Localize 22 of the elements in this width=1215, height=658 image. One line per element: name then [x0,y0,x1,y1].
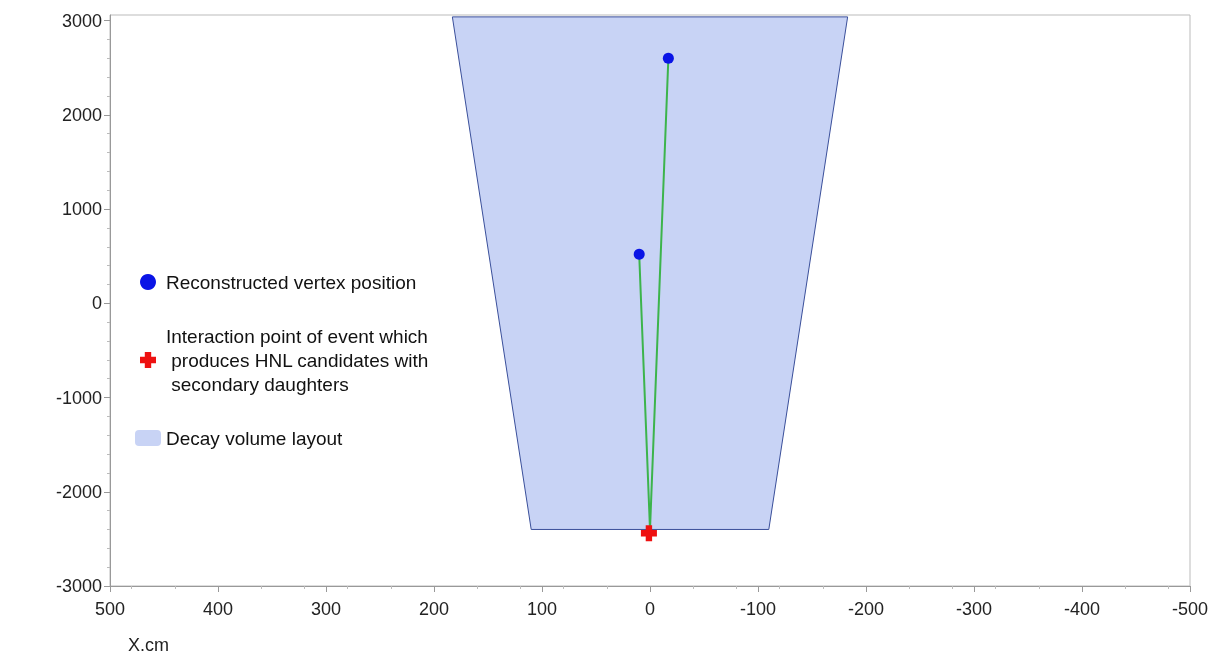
legend-label: Decay volume layout [166,427,344,449]
x-tick-label: 200 [418,599,450,619]
y-tick-label: -3000 [55,576,102,596]
x-tick-label: -100 [739,599,777,619]
y-tick-label: 2000 [61,104,102,125]
x-axis-title: X.cm [128,635,170,655]
x-tick-label: 300 [310,599,342,619]
y-tick-label: 3000 [61,10,102,31]
y-tick-label: -1000 [55,387,102,408]
x-tick-label: 100 [526,599,558,619]
y-tick-label: 1000 [61,199,102,220]
x-tick-label: 0 [644,599,656,619]
y-tick-label: -2000 [55,481,102,502]
x-tick-label: -500 [1171,599,1209,619]
legend-label: Reconstructed vertex position [166,271,417,293]
x-tick-label: -200 [847,599,885,619]
x-tick-label: -400 [1063,599,1101,619]
legend-label: Interaction point of event which produces HNL candidates with secondary daughters [166,325,429,395]
x-tick-label: 500 [94,599,126,619]
y-tick-label: 0 [91,293,102,314]
x-tick-label: 400 [202,599,234,619]
x-tick-label: -300 [955,599,993,619]
